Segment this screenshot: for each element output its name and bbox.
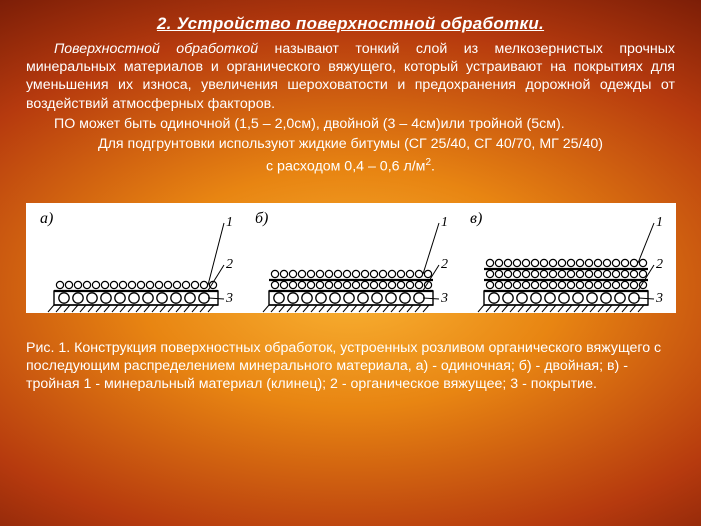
paragraph-1: Поверхностной обработкой называют тонкий… [26, 40, 675, 113]
svg-text:3: 3 [225, 291, 233, 306]
svg-text:2: 2 [441, 257, 448, 272]
svg-text:1: 1 [226, 215, 233, 230]
svg-text:б): б) [255, 210, 268, 227]
svg-text:1: 1 [441, 215, 448, 230]
svg-text:1: 1 [656, 215, 663, 230]
figure-diagram: а) 1 2 3 б) 1 2 3 в) 1 2 3 [26, 203, 676, 313]
svg-text:3: 3 [655, 291, 663, 306]
paragraph-3: Для подгрунтовки используют жидкие битум… [26, 135, 675, 154]
svg-text:3: 3 [440, 291, 448, 306]
slide-title: 2. Устройство поверхностной обработки. [26, 14, 675, 34]
svg-text:а): а) [40, 210, 53, 227]
svg-text:2: 2 [656, 257, 663, 272]
svg-text:2: 2 [226, 257, 233, 272]
slide-root: 2. Устройство поверхностной обработки. П… [0, 0, 701, 526]
para4-pre: с расходом 0,4 – 0,6 л/м [266, 159, 425, 175]
paragraph-4: с расходом 0,4 – 0,6 л/м2. [26, 156, 675, 177]
figure-caption: Рис. 1. Конструкция поверхностных обрабо… [26, 339, 675, 394]
para4-post: . [431, 159, 435, 175]
para1-lead: Поверхностной обработкой [54, 41, 258, 57]
paragraph-2: ПО может быть одиночной (1,5 – 2,0см), д… [26, 115, 675, 133]
svg-text:в): в) [470, 210, 482, 227]
figure-svg: а) 1 2 3 б) 1 2 3 в) 1 2 3 [26, 203, 676, 313]
